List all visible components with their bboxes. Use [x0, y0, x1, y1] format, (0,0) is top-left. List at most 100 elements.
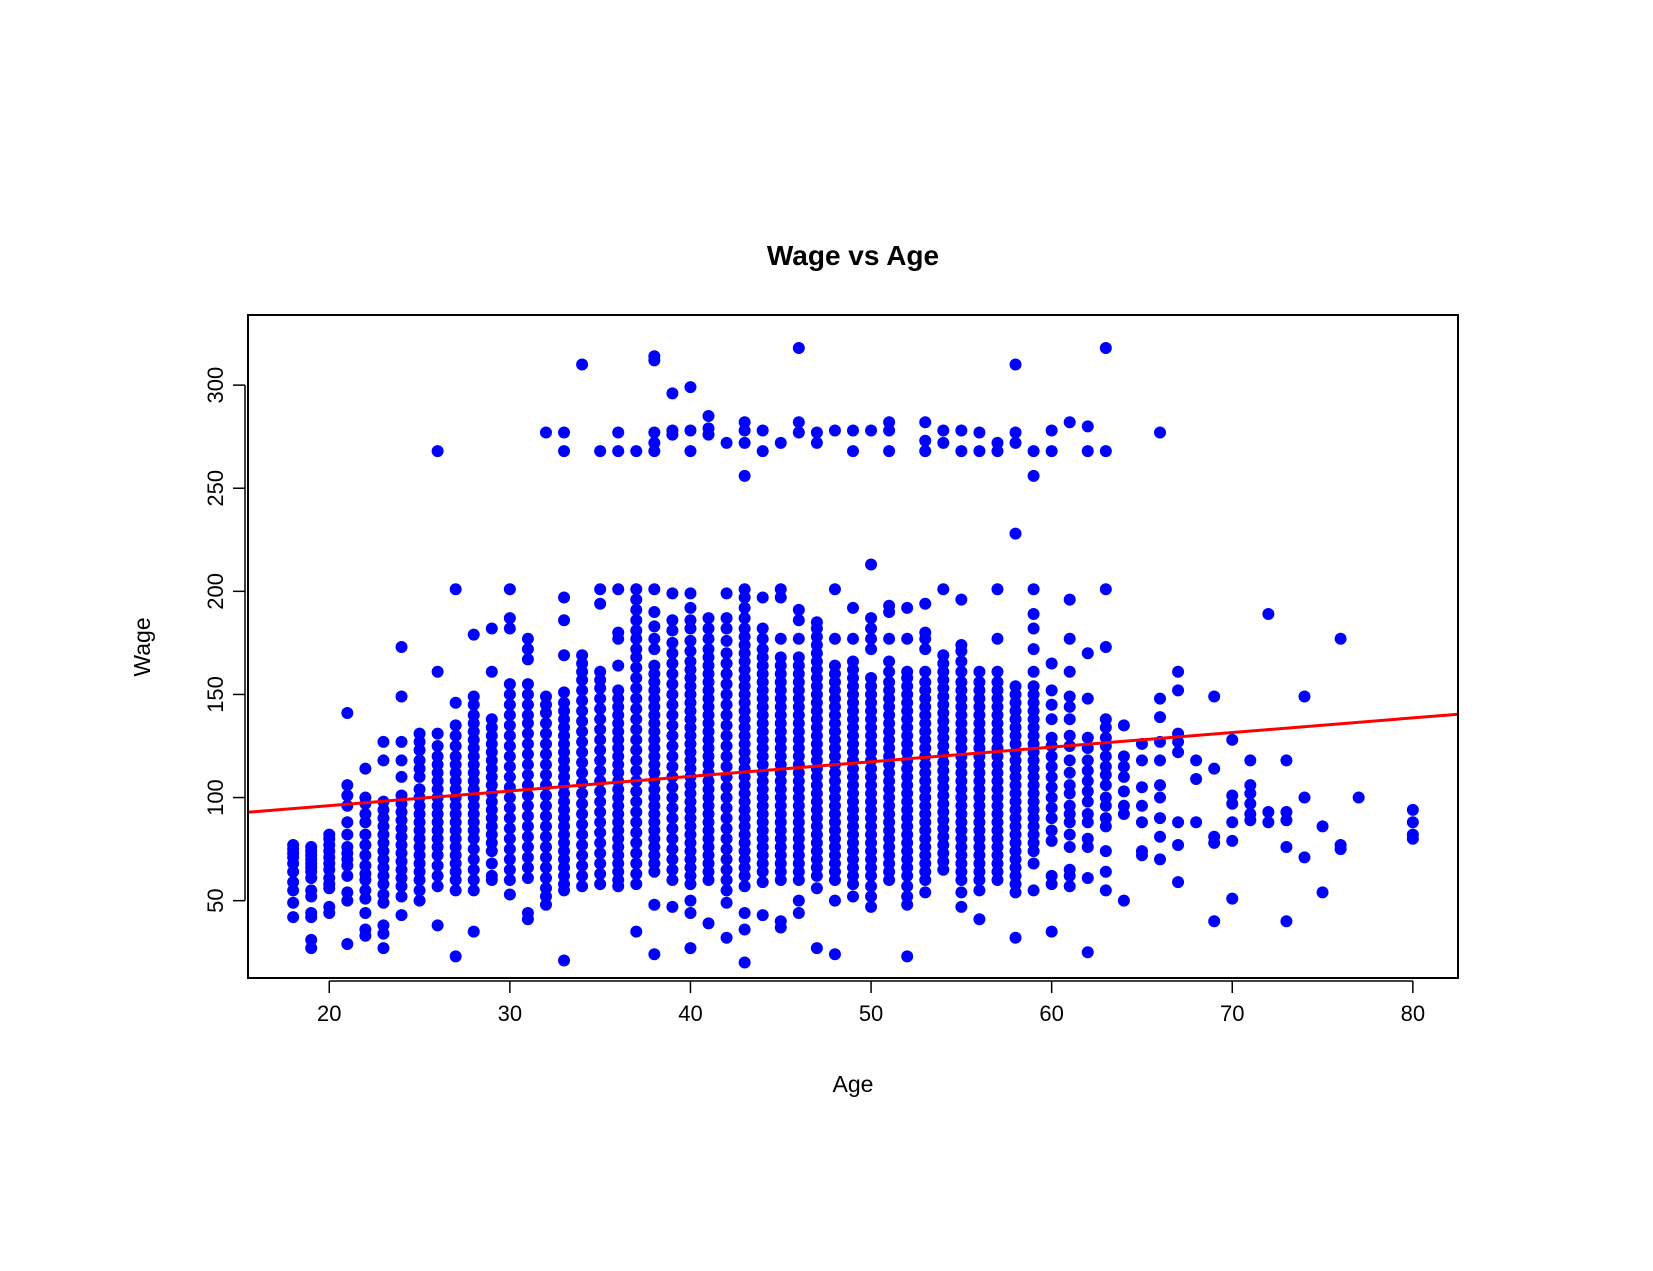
data-point	[883, 725, 896, 738]
data-point	[630, 805, 643, 818]
data-point	[738, 737, 751, 750]
data-point	[1027, 688, 1040, 701]
data-point	[1009, 358, 1022, 371]
data-point	[1045, 698, 1058, 711]
data-point	[702, 659, 715, 672]
data-point	[612, 865, 625, 878]
data-point	[1208, 830, 1221, 843]
data-point	[937, 715, 950, 728]
data-point	[810, 426, 823, 439]
data-point	[630, 723, 643, 736]
data-point	[630, 836, 643, 849]
data-point	[684, 803, 697, 816]
data-point	[828, 692, 841, 705]
data-point	[630, 857, 643, 870]
data-point	[828, 424, 841, 437]
data-point	[630, 692, 643, 705]
data-point	[612, 857, 625, 870]
data-point	[503, 822, 516, 835]
data-point	[901, 803, 914, 816]
data-point	[431, 841, 444, 854]
data-point	[828, 849, 841, 862]
data-point	[359, 816, 372, 829]
data-point	[810, 770, 823, 783]
data-point	[648, 583, 661, 596]
data-point	[539, 861, 552, 874]
data-point	[485, 622, 498, 635]
data-point	[449, 950, 462, 963]
data-point	[738, 655, 751, 668]
data-point	[1334, 632, 1347, 645]
data-point	[413, 770, 426, 783]
data-point	[377, 919, 390, 932]
data-point	[973, 684, 986, 697]
data-point	[865, 558, 878, 571]
data-point	[847, 424, 859, 437]
data-point	[666, 822, 679, 835]
data-point	[810, 616, 823, 629]
data-point	[720, 750, 733, 763]
data-point	[359, 762, 372, 775]
data-point	[1063, 841, 1076, 854]
data-point	[955, 676, 968, 689]
data-point	[865, 729, 878, 742]
data-point	[630, 682, 643, 695]
y-tick-label: 100	[203, 779, 228, 816]
data-point	[883, 424, 896, 437]
data-point	[973, 758, 986, 771]
data-point	[792, 416, 805, 429]
data-point	[377, 820, 390, 833]
data-point	[756, 841, 769, 854]
data-point	[1045, 657, 1058, 670]
data-point	[1135, 781, 1148, 794]
data-point	[810, 853, 823, 866]
data-point	[1009, 836, 1022, 849]
data-point	[1063, 880, 1076, 893]
data-point	[1063, 863, 1076, 876]
data-point	[792, 709, 805, 722]
data-point	[738, 828, 751, 841]
data-point	[792, 700, 805, 713]
data-point	[467, 853, 480, 866]
data-point	[539, 841, 552, 854]
data-point	[738, 956, 751, 969]
data-point	[1063, 632, 1076, 645]
data-point	[955, 638, 968, 651]
data-point	[377, 735, 390, 748]
data-point	[901, 898, 914, 911]
data-point	[558, 787, 571, 800]
data-point	[558, 954, 571, 967]
data-point	[901, 762, 914, 775]
data-point	[521, 698, 534, 711]
data-point	[702, 717, 715, 730]
data-point	[666, 781, 679, 794]
data-point	[792, 676, 805, 689]
data-point	[684, 713, 697, 726]
data-point	[612, 824, 625, 837]
data-point	[558, 445, 571, 458]
data-point	[955, 799, 968, 812]
data-point	[323, 828, 336, 841]
data-point	[558, 754, 571, 767]
data-point	[503, 760, 516, 773]
data-point	[648, 676, 661, 689]
data-point	[1117, 770, 1130, 783]
data-point	[810, 812, 823, 825]
data-point	[1027, 608, 1040, 621]
data-point	[865, 828, 878, 841]
data-point	[558, 721, 571, 734]
data-point	[1027, 696, 1040, 709]
data-point	[774, 583, 787, 596]
data-point	[413, 884, 426, 897]
data-point	[539, 851, 552, 864]
data-point	[828, 742, 841, 755]
data-point	[973, 676, 986, 689]
data-point	[431, 849, 444, 862]
data-point	[431, 740, 444, 753]
data-point	[1226, 733, 1239, 746]
data-point	[738, 583, 751, 596]
data-point	[901, 869, 914, 882]
data-point	[1027, 884, 1040, 897]
data-point	[1045, 750, 1058, 763]
